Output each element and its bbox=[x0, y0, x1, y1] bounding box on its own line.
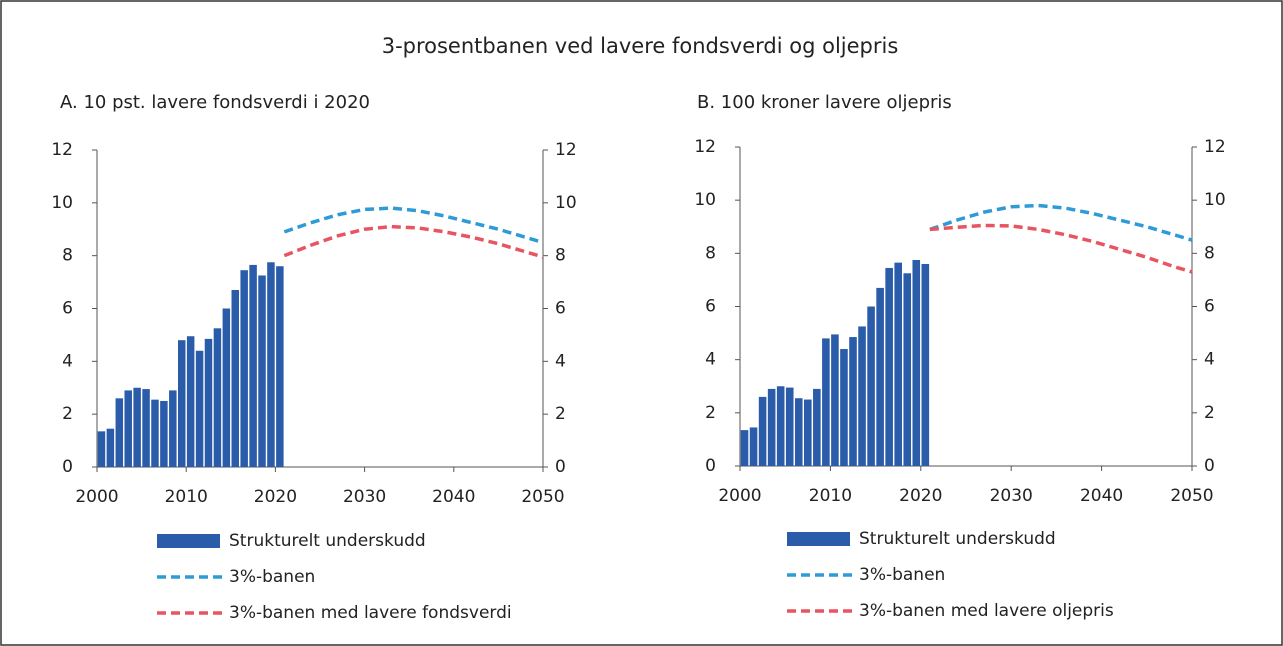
bar bbox=[822, 338, 830, 466]
y-tick-label: 0 bbox=[62, 457, 73, 477]
bar bbox=[97, 431, 106, 467]
bar bbox=[142, 389, 150, 467]
line bbox=[929, 203, 1193, 242]
bar bbox=[840, 349, 848, 466]
bar bbox=[124, 390, 132, 467]
bar bbox=[276, 266, 284, 467]
legend-label: 3%-banen bbox=[229, 567, 315, 587]
bar bbox=[740, 430, 749, 466]
y2-tick-label: 6 bbox=[1204, 297, 1215, 317]
panel-subtitle: B. 100 kroner lavere oljepris bbox=[697, 92, 952, 113]
x-tick-label: 2030 bbox=[343, 487, 386, 507]
bar bbox=[767, 388, 776, 466]
panel-subtitle: A. 10 pst. lavere fondsverdi i 2020 bbox=[60, 92, 370, 113]
legend-swatch bbox=[787, 532, 850, 546]
x-tick-label: 2020 bbox=[899, 486, 942, 506]
y2-tick-label: 4 bbox=[555, 351, 566, 371]
bar bbox=[804, 399, 812, 466]
y-tick-label: 8 bbox=[705, 243, 716, 263]
y2-tick-label: 2 bbox=[555, 404, 566, 424]
y2-tick-label: 6 bbox=[555, 299, 566, 319]
bar bbox=[894, 262, 902, 466]
y2-tick-label: 0 bbox=[555, 457, 566, 477]
bar bbox=[240, 270, 248, 467]
x-tick-label: 2000 bbox=[718, 486, 761, 506]
y2-tick-label: 2 bbox=[1204, 403, 1215, 423]
bar bbox=[749, 427, 758, 466]
y2-tick-label: 8 bbox=[1204, 243, 1215, 263]
bar bbox=[776, 386, 785, 466]
line bbox=[283, 206, 544, 245]
legend-label: 3%-banen med lavere fondsverdi bbox=[229, 603, 512, 623]
y-tick-label: 6 bbox=[705, 297, 716, 317]
bar bbox=[249, 264, 257, 467]
line bbox=[283, 224, 544, 259]
y2-tick-label: 12 bbox=[555, 140, 577, 160]
y-tick-label: 6 bbox=[62, 299, 73, 319]
bar bbox=[231, 290, 240, 467]
y2-tick-label: 12 bbox=[1204, 137, 1226, 157]
bar bbox=[204, 338, 213, 467]
bar bbox=[106, 428, 115, 467]
bar bbox=[876, 287, 884, 466]
y-tick-label: 2 bbox=[705, 403, 716, 423]
y-tick-label: 12 bbox=[694, 137, 716, 157]
y2-tick-label: 0 bbox=[1204, 456, 1215, 476]
x-tick-label: 2040 bbox=[432, 487, 475, 507]
bar bbox=[258, 275, 266, 467]
x-tick-label: 2010 bbox=[165, 487, 208, 507]
y-tick-label: 0 bbox=[705, 456, 716, 476]
y-tick-label: 4 bbox=[705, 350, 716, 370]
y-tick-label: 10 bbox=[51, 193, 73, 213]
bar bbox=[177, 340, 186, 467]
y-tick-label: 12 bbox=[51, 140, 73, 160]
legend-swatch bbox=[157, 534, 220, 548]
x-tick-label: 2000 bbox=[75, 487, 118, 507]
bar bbox=[813, 388, 821, 466]
x-tick-label: 2040 bbox=[1080, 486, 1123, 506]
y-tick-label: 2 bbox=[62, 404, 73, 424]
legend-label: Strukturelt underskudd bbox=[229, 531, 426, 551]
legend-label: 3%-banen med lavere oljepris bbox=[859, 601, 1114, 621]
bar bbox=[867, 306, 875, 466]
y2-tick-label: 10 bbox=[555, 193, 577, 213]
bar bbox=[858, 326, 866, 466]
bar bbox=[195, 350, 204, 467]
y2-tick-label: 8 bbox=[555, 246, 566, 266]
bar bbox=[921, 263, 930, 466]
line bbox=[929, 223, 1193, 274]
y-tick-label: 8 bbox=[62, 246, 73, 266]
chart-title: 3-prosentbanen ved lavere fondsverdi og … bbox=[382, 34, 899, 58]
legend-label: 3%-banen bbox=[859, 565, 945, 585]
bar bbox=[831, 334, 839, 466]
legend-label: Strukturelt underskudd bbox=[859, 529, 1056, 549]
y-tick-label: 4 bbox=[62, 351, 73, 371]
bar bbox=[222, 308, 231, 467]
bar bbox=[885, 267, 893, 466]
y2-tick-label: 4 bbox=[1204, 350, 1215, 370]
y-tick-label: 10 bbox=[694, 190, 716, 210]
bar bbox=[115, 398, 124, 467]
x-tick-label: 2050 bbox=[521, 487, 564, 507]
bar bbox=[151, 399, 159, 467]
bar bbox=[849, 337, 857, 466]
bar bbox=[785, 387, 794, 466]
y2-tick-label: 10 bbox=[1204, 190, 1226, 210]
x-tick-label: 2010 bbox=[809, 486, 852, 506]
bar bbox=[758, 396, 767, 466]
bar bbox=[903, 273, 912, 466]
bar bbox=[267, 262, 275, 467]
x-tick-label: 2050 bbox=[1170, 486, 1213, 506]
bar bbox=[912, 259, 921, 466]
bar bbox=[186, 336, 195, 467]
bar bbox=[133, 387, 141, 467]
x-tick-label: 2030 bbox=[990, 486, 1033, 506]
bar bbox=[794, 398, 803, 466]
bar bbox=[213, 328, 222, 467]
bar bbox=[169, 390, 177, 467]
x-tick-label: 2020 bbox=[254, 487, 297, 507]
bar bbox=[160, 400, 168, 467]
